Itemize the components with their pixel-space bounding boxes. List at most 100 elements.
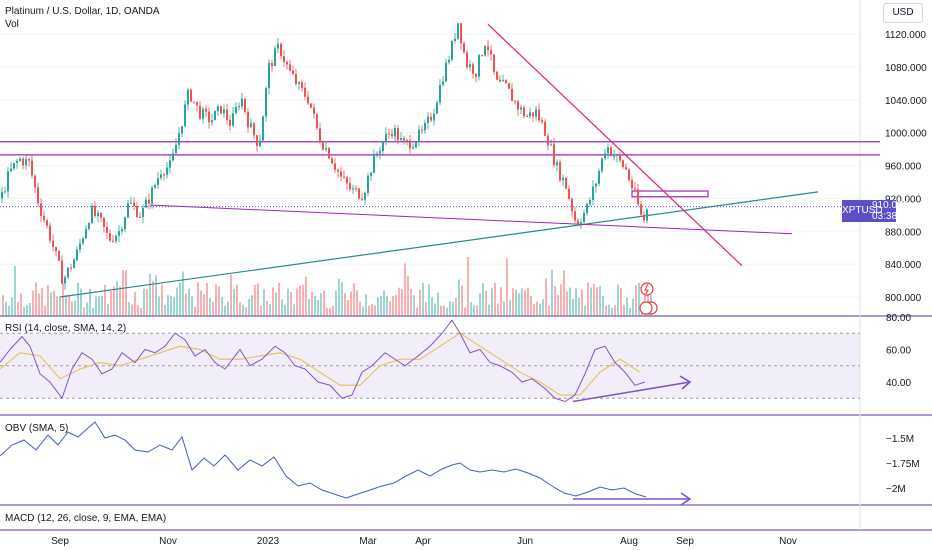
volume-bar [614, 304, 616, 316]
candle-body [430, 116, 432, 121]
volume-bar [308, 298, 310, 316]
candle-body [517, 101, 519, 110]
volume-bar [131, 304, 133, 316]
candle-body [172, 153, 174, 161]
candle-body [607, 147, 609, 154]
candle-body [424, 123, 426, 131]
volume-bar [77, 282, 79, 316]
volume-bar [35, 282, 37, 316]
volume-bar [626, 297, 628, 316]
candle-body [514, 101, 516, 103]
candle-body [508, 83, 510, 89]
candle-body [1, 191, 3, 199]
volume-bar [278, 282, 280, 316]
candle-body [328, 148, 330, 159]
candle-body [178, 133, 180, 145]
descending-trendline [487, 23, 743, 267]
volume-bar [446, 307, 448, 316]
volume-bar [386, 295, 388, 316]
candle-body [391, 133, 393, 137]
candle-body [331, 158, 333, 164]
volume-bar [17, 301, 19, 316]
candle-body [10, 168, 12, 172]
candle-body [310, 103, 312, 108]
candle-body [361, 198, 363, 200]
candle-body [580, 221, 582, 225]
candle-body [232, 113, 234, 126]
obv-pane-title: OBV (SMA, 5) [5, 423, 69, 434]
volume-bar [74, 300, 76, 316]
volume-bar [605, 305, 607, 316]
candle-body [373, 153, 375, 173]
volume-bar [125, 270, 127, 316]
volume-bar [413, 295, 415, 316]
candle-body [307, 96, 309, 104]
volume-bar [20, 293, 22, 316]
price-tag-countdown: 03:38:15 [872, 211, 911, 222]
candle-body [448, 59, 450, 63]
volume-bar [254, 284, 256, 316]
candle-body [166, 167, 168, 175]
volume-bar [404, 263, 406, 316]
volume-bar [128, 302, 130, 316]
candle-body [61, 260, 63, 284]
candle-body [364, 192, 366, 200]
candle-body [511, 88, 513, 102]
candle-body [574, 211, 576, 221]
candle-body [556, 161, 558, 166]
candle-body [238, 106, 240, 108]
volume-bar [554, 286, 556, 316]
candle-body [643, 214, 645, 221]
candle-body [487, 46, 489, 51]
volume-bar [353, 283, 355, 316]
candle-body [403, 138, 405, 141]
candle-body [265, 88, 267, 117]
volume-bar [5, 301, 7, 316]
candle-body [460, 23, 462, 44]
rsi-line [0, 319, 646, 403]
candle-body [28, 159, 30, 161]
currency-button[interactable]: USD [883, 3, 923, 23]
volume-bar [467, 257, 469, 316]
candle-body [370, 172, 372, 176]
candle-body [286, 61, 288, 65]
volume-bar [635, 285, 637, 316]
volume-bar [227, 301, 229, 316]
price-axis-label: 840.000 [885, 260, 922, 271]
volume-bar [536, 301, 538, 316]
candle-body [82, 238, 84, 244]
volume-bar [602, 295, 604, 316]
volume-bar [266, 300, 268, 316]
volume-bar [383, 290, 385, 316]
candle-body [106, 226, 108, 234]
candle-body [457, 23, 459, 39]
rsi-arrow-head [679, 375, 692, 390]
candle-body [397, 127, 399, 141]
obv-axis-label: −2M [886, 484, 906, 495]
time-axis-label: Jun [517, 536, 533, 547]
volume-bar [149, 273, 151, 316]
candle-body [262, 116, 264, 141]
candle-body [121, 229, 123, 232]
volume-bar [638, 282, 640, 316]
lightning-icon [640, 282, 654, 296]
volume-bar [335, 290, 337, 316]
candle-body [475, 73, 477, 77]
candle-body [481, 55, 483, 57]
volume-bar [140, 307, 142, 316]
candle-body [229, 119, 231, 126]
lower-trendline [149, 204, 793, 235]
volume-bar [251, 295, 253, 316]
candle-body [316, 114, 318, 129]
volume-bar [551, 269, 553, 316]
volume-bar [371, 304, 373, 316]
chart-title-block: Platinum / U.S. Dollar, 1D, OANDA Vol [5, 5, 160, 31]
volume-bar [620, 288, 622, 316]
symbol-title: Platinum / U.S. Dollar, 1D, OANDA [5, 6, 160, 17]
candle-body [490, 50, 492, 55]
volume-bar [86, 302, 88, 316]
candle-body [25, 159, 27, 166]
candle-body [385, 133, 387, 142]
rsi-pane-title: RSI (14, close, SMA, 14, 2) [5, 323, 127, 334]
